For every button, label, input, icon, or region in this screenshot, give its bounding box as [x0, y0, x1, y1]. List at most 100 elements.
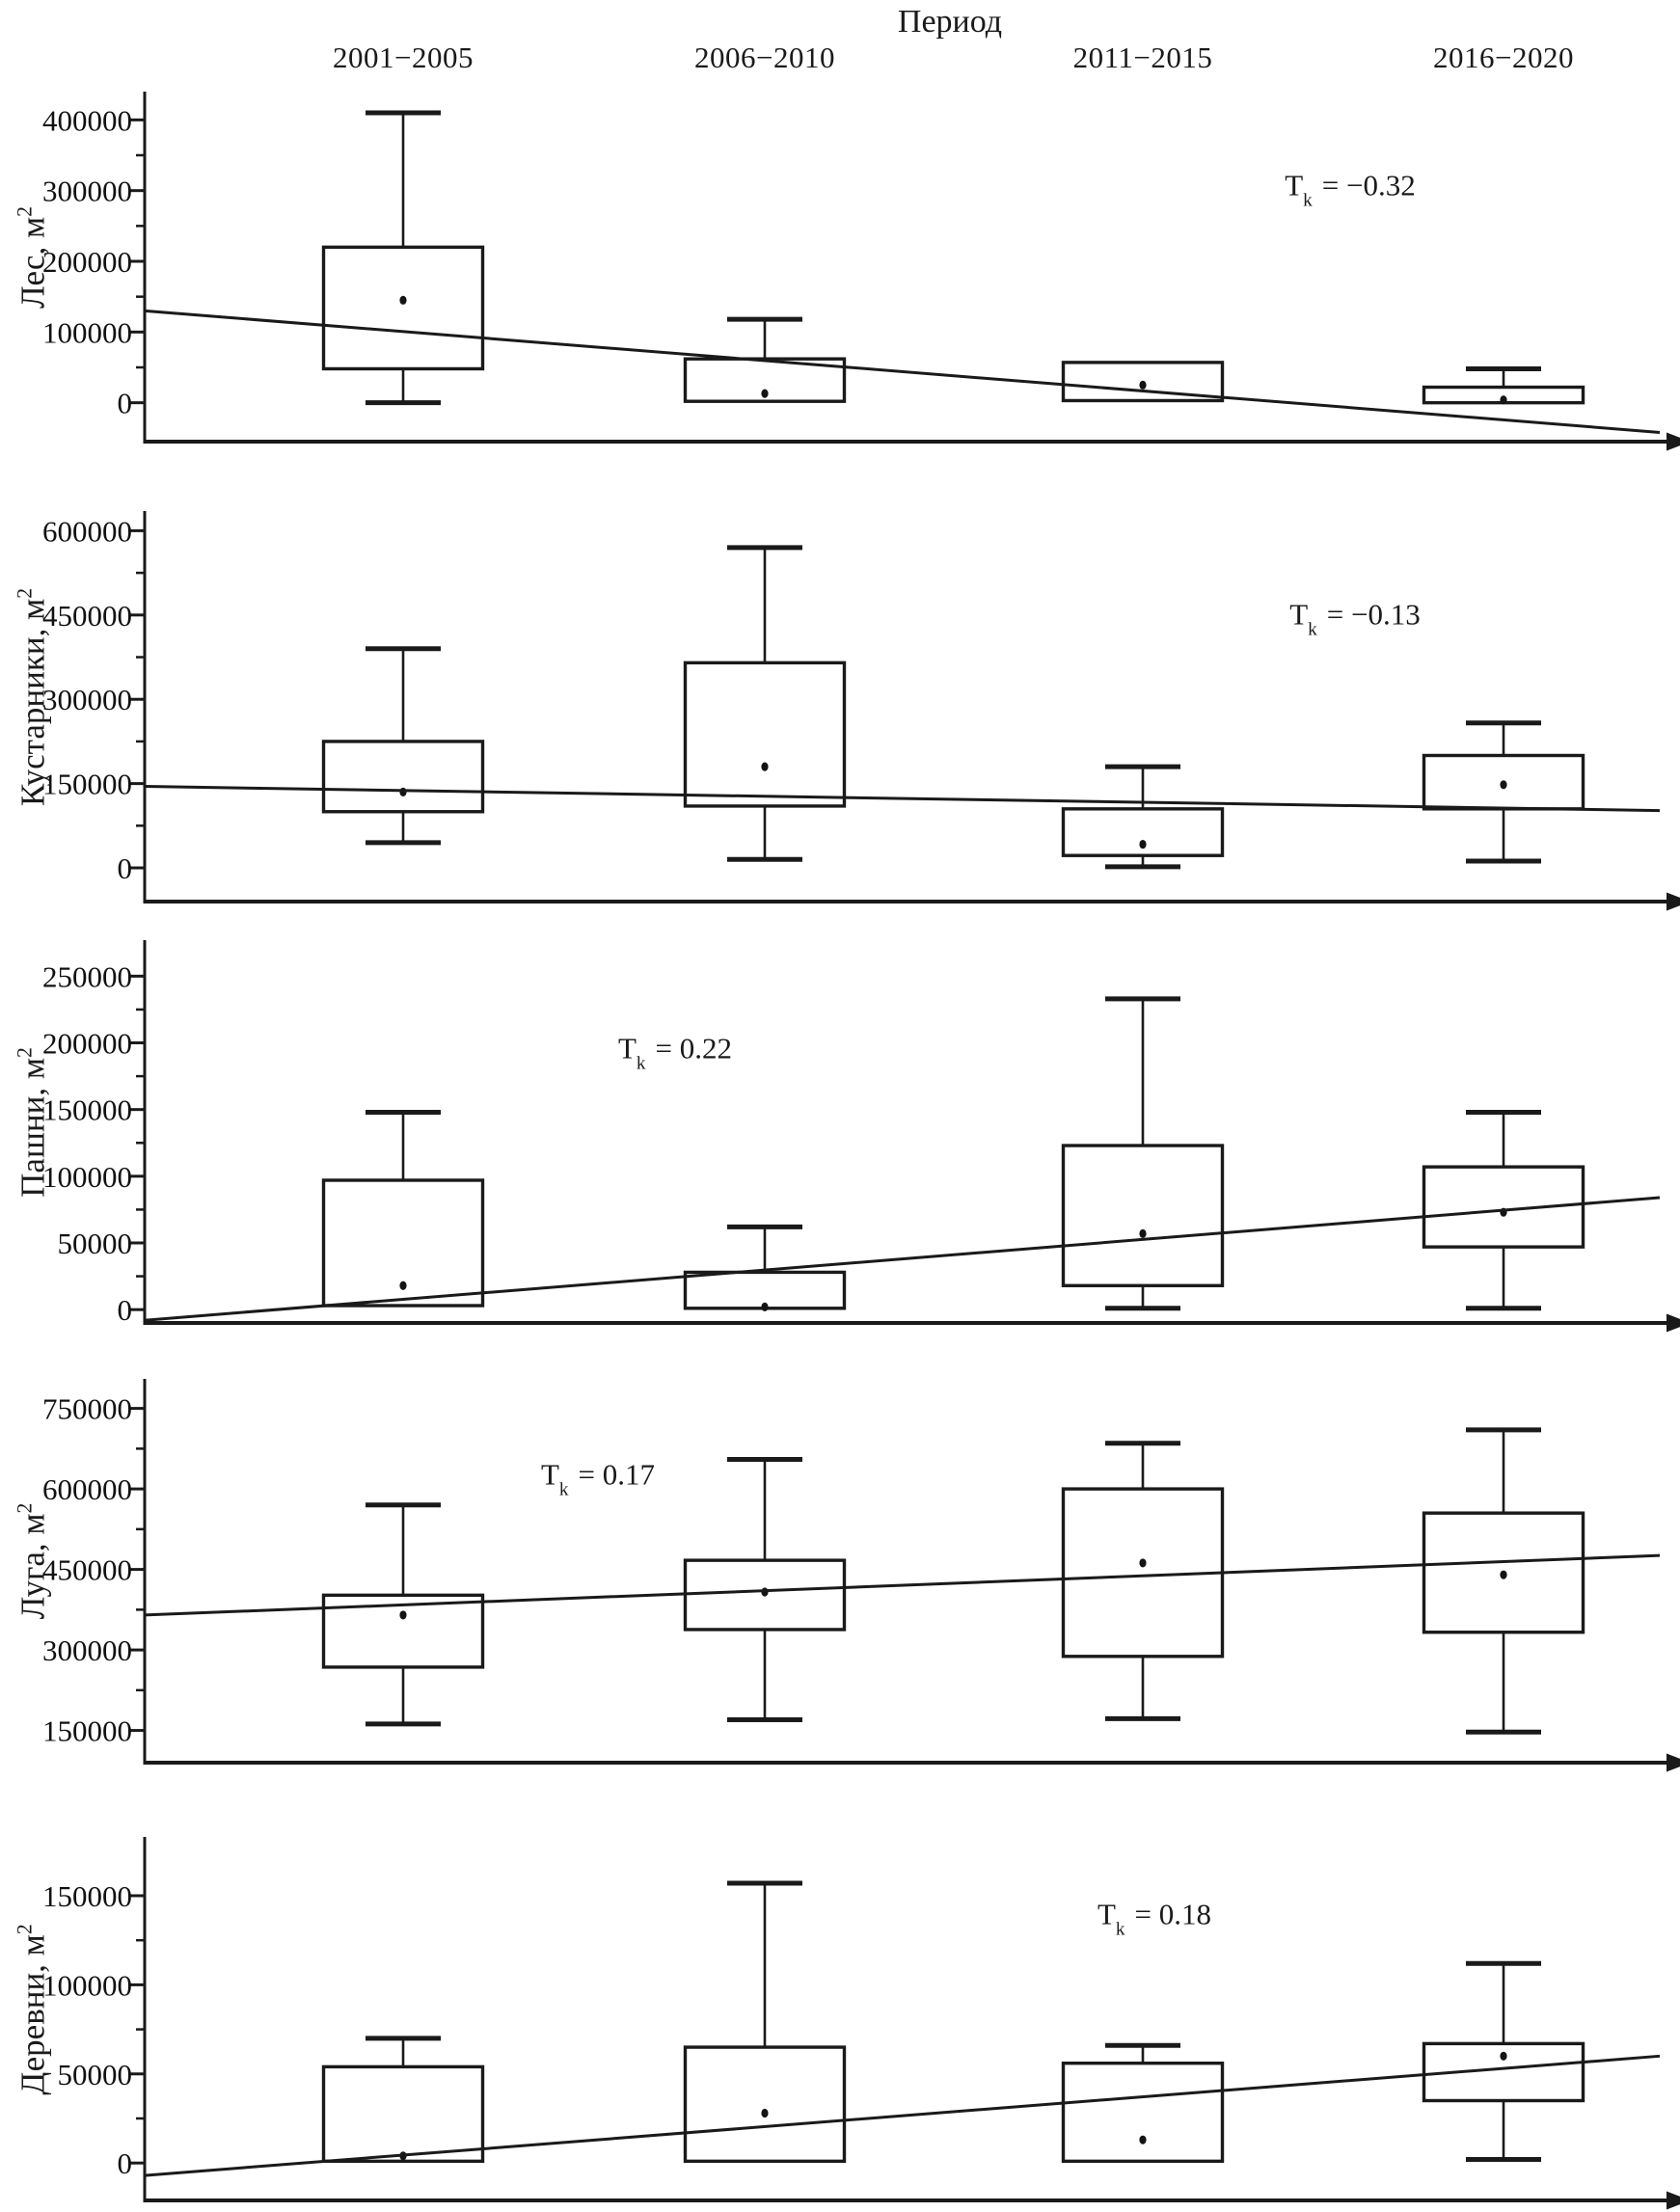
- iqr-box: [321, 2064, 485, 2164]
- y-tick-label: 0: [118, 387, 133, 420]
- iqr-box: [683, 2045, 847, 2164]
- y-tick-label: 450000: [42, 1553, 132, 1587]
- category-label-2016-2020: 2016−2020: [1433, 40, 1574, 74]
- tau-value: = −0.13: [1326, 597, 1421, 632]
- box-2001−2005: [321, 1502, 485, 1727]
- tau-value: = 0.18: [1134, 1897, 1212, 1931]
- y-tick-label: 600000: [42, 1472, 132, 1506]
- iqr-box: [1422, 2041, 1585, 2103]
- tau-subscript: k: [558, 1479, 569, 1500]
- mean-marker: [399, 1281, 407, 1290]
- tau-symbol: T: [540, 1457, 559, 1492]
- y-tick-label: 150000: [42, 768, 132, 801]
- y-tick-label: 50000: [58, 1227, 133, 1260]
- mean-marker: [761, 1302, 769, 1312]
- iqr-box: [321, 245, 485, 371]
- panel-1: 0 150000 300000 450000 600000: [42, 511, 1680, 911]
- mean-marker: [1500, 395, 1507, 405]
- y-tick-label: 50000: [58, 2058, 133, 2091]
- iqr-box: [1061, 1144, 1225, 1287]
- tau-symbol: T: [617, 1031, 637, 1066]
- mean-marker: [1139, 839, 1147, 850]
- iqr-box: [683, 661, 847, 808]
- y-tick-label: 200000: [42, 245, 132, 279]
- mean-marker: [1139, 1228, 1147, 1238]
- box-2001−2005: [321, 110, 485, 406]
- iqr-box: [1422, 1165, 1585, 1249]
- tau-value: = 0.22: [655, 1031, 733, 1066]
- tau-symbol: T: [1285, 168, 1304, 202]
- y-tick-label: 300000: [42, 1633, 132, 1667]
- y-tick-label: 400000: [42, 103, 132, 137]
- box-2011−2015: [1061, 1441, 1225, 1721]
- tau-subscript: k: [1115, 1919, 1125, 1940]
- x-axis-arrow: [1666, 2191, 1680, 2210]
- panel-0: 0 100000 200000 300000 400000: [42, 92, 1680, 451]
- box-2016−2020: [1422, 1427, 1585, 1735]
- iqr-box: [1061, 361, 1225, 403]
- y-tick-label: 100000: [42, 1968, 132, 2002]
- trend-line: [144, 1553, 1661, 1617]
- kendall-tau-annotation-forest: Tk = −0.32: [1285, 168, 1416, 211]
- box-2016−2020: [1422, 720, 1585, 864]
- trend-line: [144, 309, 1661, 434]
- kendall-tau-annotation-arable: Tk = 0.22: [617, 1031, 733, 1073]
- box-2006−2010: [683, 545, 847, 862]
- y-tick-label: 250000: [42, 959, 132, 993]
- tau-value: = 0.17: [578, 1457, 656, 1492]
- iqr-box: [321, 1178, 485, 1308]
- box-2016−2020: [1422, 365, 1585, 405]
- iqr-box: [1061, 2062, 1225, 2164]
- trend-line: [144, 2054, 1661, 2177]
- y-tick-label: 200000: [42, 1027, 132, 1061]
- y-tick-label: 100000: [42, 315, 132, 349]
- panel-4: 0 50000 100000 150000: [42, 1837, 1680, 2210]
- trend-line: [144, 785, 1661, 813]
- trend-line: [144, 1196, 1661, 1322]
- mean-marker: [399, 787, 407, 796]
- box-2001−2005: [321, 2036, 485, 2164]
- iqr-box: [1061, 807, 1225, 857]
- y-tick-label: 0: [118, 2146, 133, 2180]
- mean-marker: [1500, 1570, 1507, 1579]
- tau-symbol: T: [1097, 1897, 1116, 1931]
- y-tick-label: 300000: [42, 683, 132, 716]
- iqr-box: [321, 740, 485, 814]
- mean-marker: [1500, 780, 1507, 790]
- box-2011−2015: [1061, 764, 1225, 870]
- y-tick-label: 0: [118, 1293, 133, 1327]
- x-axis-arrow: [1666, 892, 1680, 911]
- box-2006−2010: [683, 1880, 847, 2164]
- box-2001−2005: [321, 646, 485, 846]
- x-axis-arrow: [1666, 1313, 1680, 1333]
- panel-3: 150000 300000 450000 600000 750000: [42, 1379, 1680, 1772]
- box-2016−2020: [1422, 1109, 1585, 1311]
- mean-marker: [399, 1610, 407, 1620]
- category-label-2011-2015: 2011−2015: [1072, 40, 1213, 74]
- tau-subscript: k: [1303, 190, 1313, 211]
- y-tick-label: 300000: [42, 175, 132, 208]
- tau-value: = −0.32: [1321, 168, 1416, 202]
- iqr-box: [321, 1593, 485, 1669]
- panel-2: 0 50000 100000 150000 200000 250000: [42, 940, 1680, 1333]
- box-2006−2010: [683, 1224, 847, 1312]
- mean-marker: [1500, 2051, 1507, 2061]
- mean-marker: [1139, 380, 1147, 390]
- x-axis-arrow: [1666, 1753, 1680, 1772]
- y-tick-label: 0: [118, 851, 133, 885]
- tau-symbol: T: [1289, 597, 1309, 632]
- iqr-box: [1422, 1511, 1585, 1634]
- mean-marker: [1139, 1558, 1147, 1568]
- mean-marker: [761, 762, 769, 771]
- tau-subscript: k: [1308, 619, 1317, 640]
- mean-marker: [761, 2108, 769, 2118]
- iqr-box: [683, 357, 847, 403]
- box-2011−2015: [1061, 2042, 1225, 2164]
- kendall-tau-annotation-villages: Tk = 0.18: [1097, 1897, 1212, 1940]
- y-tick-label: 750000: [42, 1392, 132, 1426]
- box-2011−2015: [1061, 996, 1225, 1311]
- mean-marker: [761, 389, 769, 398]
- x-axis-title: Период: [897, 4, 1003, 40]
